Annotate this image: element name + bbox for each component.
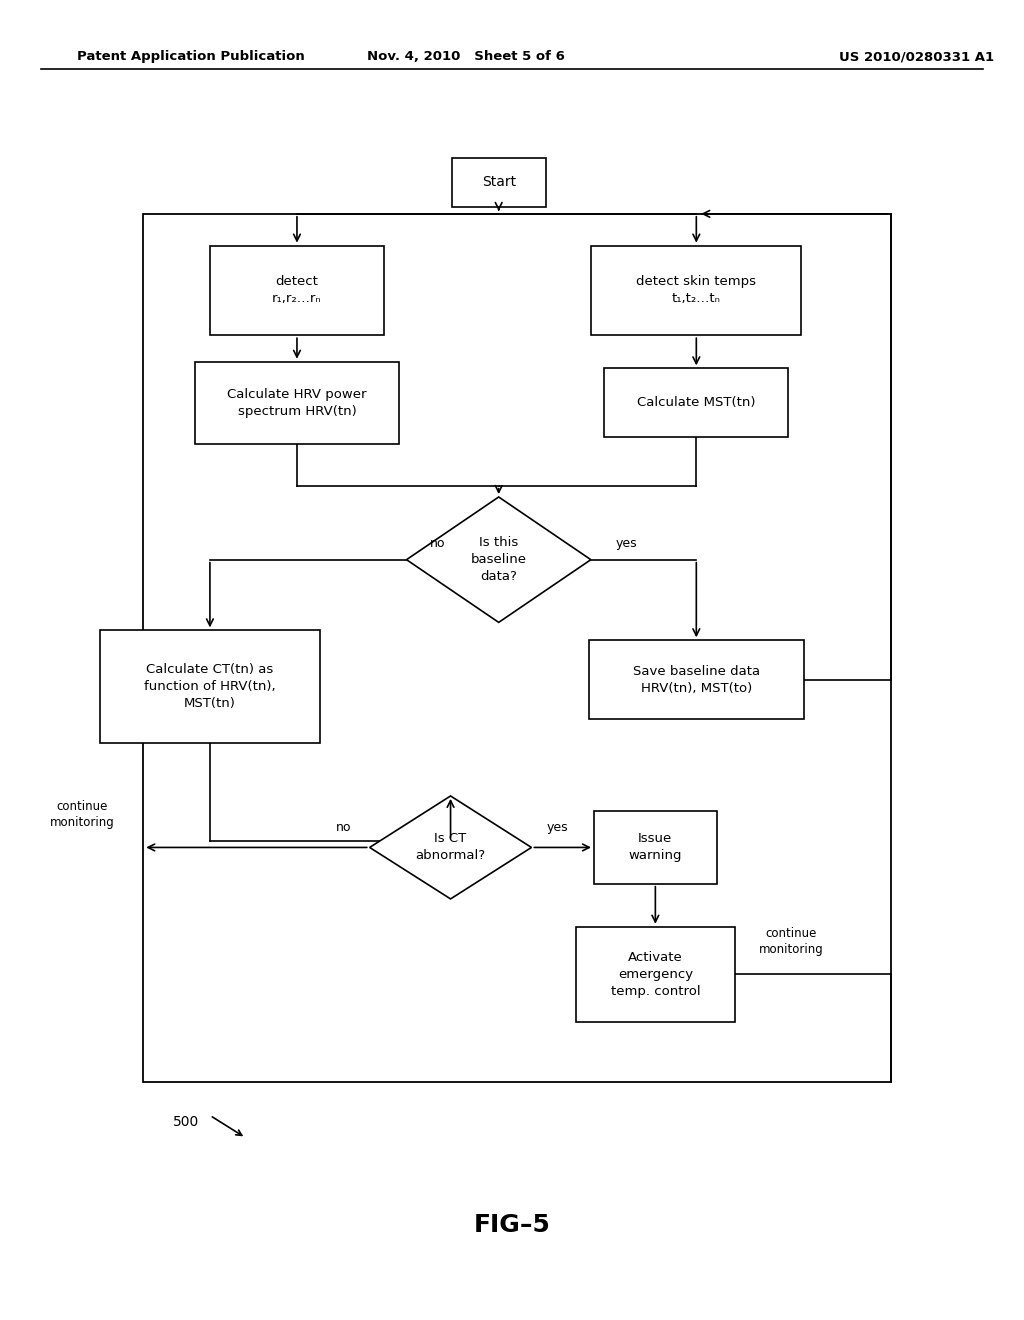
Text: FIG–5: FIG–5	[473, 1213, 551, 1237]
Text: detect skin temps
t₁,t₂…tₙ: detect skin temps t₁,t₂…tₙ	[636, 276, 757, 305]
Bar	[589, 640, 804, 719]
Bar	[575, 927, 735, 1022]
Bar	[143, 214, 891, 1082]
Text: Calculate MST(tn): Calculate MST(tn)	[637, 396, 756, 409]
Polygon shape	[370, 796, 531, 899]
Bar	[452, 157, 546, 206]
Text: Start: Start	[481, 176, 516, 189]
Text: Calculate CT(tn) as
function of HRV(tn),
MST(tn): Calculate CT(tn) as function of HRV(tn),…	[144, 663, 275, 710]
Text: 500: 500	[173, 1115, 200, 1129]
Bar	[592, 246, 801, 335]
Bar	[604, 368, 788, 437]
Text: no: no	[429, 537, 445, 550]
Text: no: no	[336, 821, 352, 834]
Bar	[99, 631, 319, 742]
Text: detect
r₁,r₂…rₙ: detect r₁,r₂…rₙ	[272, 276, 322, 305]
Text: Issue
warning: Issue warning	[629, 833, 682, 862]
Text: yes: yes	[546, 821, 568, 834]
Text: yes: yes	[615, 537, 638, 550]
Text: Calculate HRV power
spectrum HRV(tn): Calculate HRV power spectrum HRV(tn)	[227, 388, 367, 417]
Text: Is this
baseline
data?: Is this baseline data?	[471, 536, 526, 583]
Text: Activate
emergency
temp. control: Activate emergency temp. control	[610, 950, 700, 998]
Bar	[594, 810, 717, 884]
Text: Save baseline data
HRV(tn), MST(to): Save baseline data HRV(tn), MST(to)	[633, 665, 760, 694]
Bar	[195, 362, 399, 444]
Text: Nov. 4, 2010   Sheet 5 of 6: Nov. 4, 2010 Sheet 5 of 6	[367, 50, 565, 63]
Polygon shape	[407, 498, 591, 623]
Text: Patent Application Publication: Patent Application Publication	[77, 50, 304, 63]
Text: US 2010/0280331 A1: US 2010/0280331 A1	[839, 50, 994, 63]
Text: continue
monitoring: continue monitoring	[49, 800, 115, 829]
Text: continue
monitoring: continue monitoring	[759, 927, 823, 956]
Bar	[210, 246, 384, 335]
Text: Is CT
abnormal?: Is CT abnormal?	[416, 833, 485, 862]
